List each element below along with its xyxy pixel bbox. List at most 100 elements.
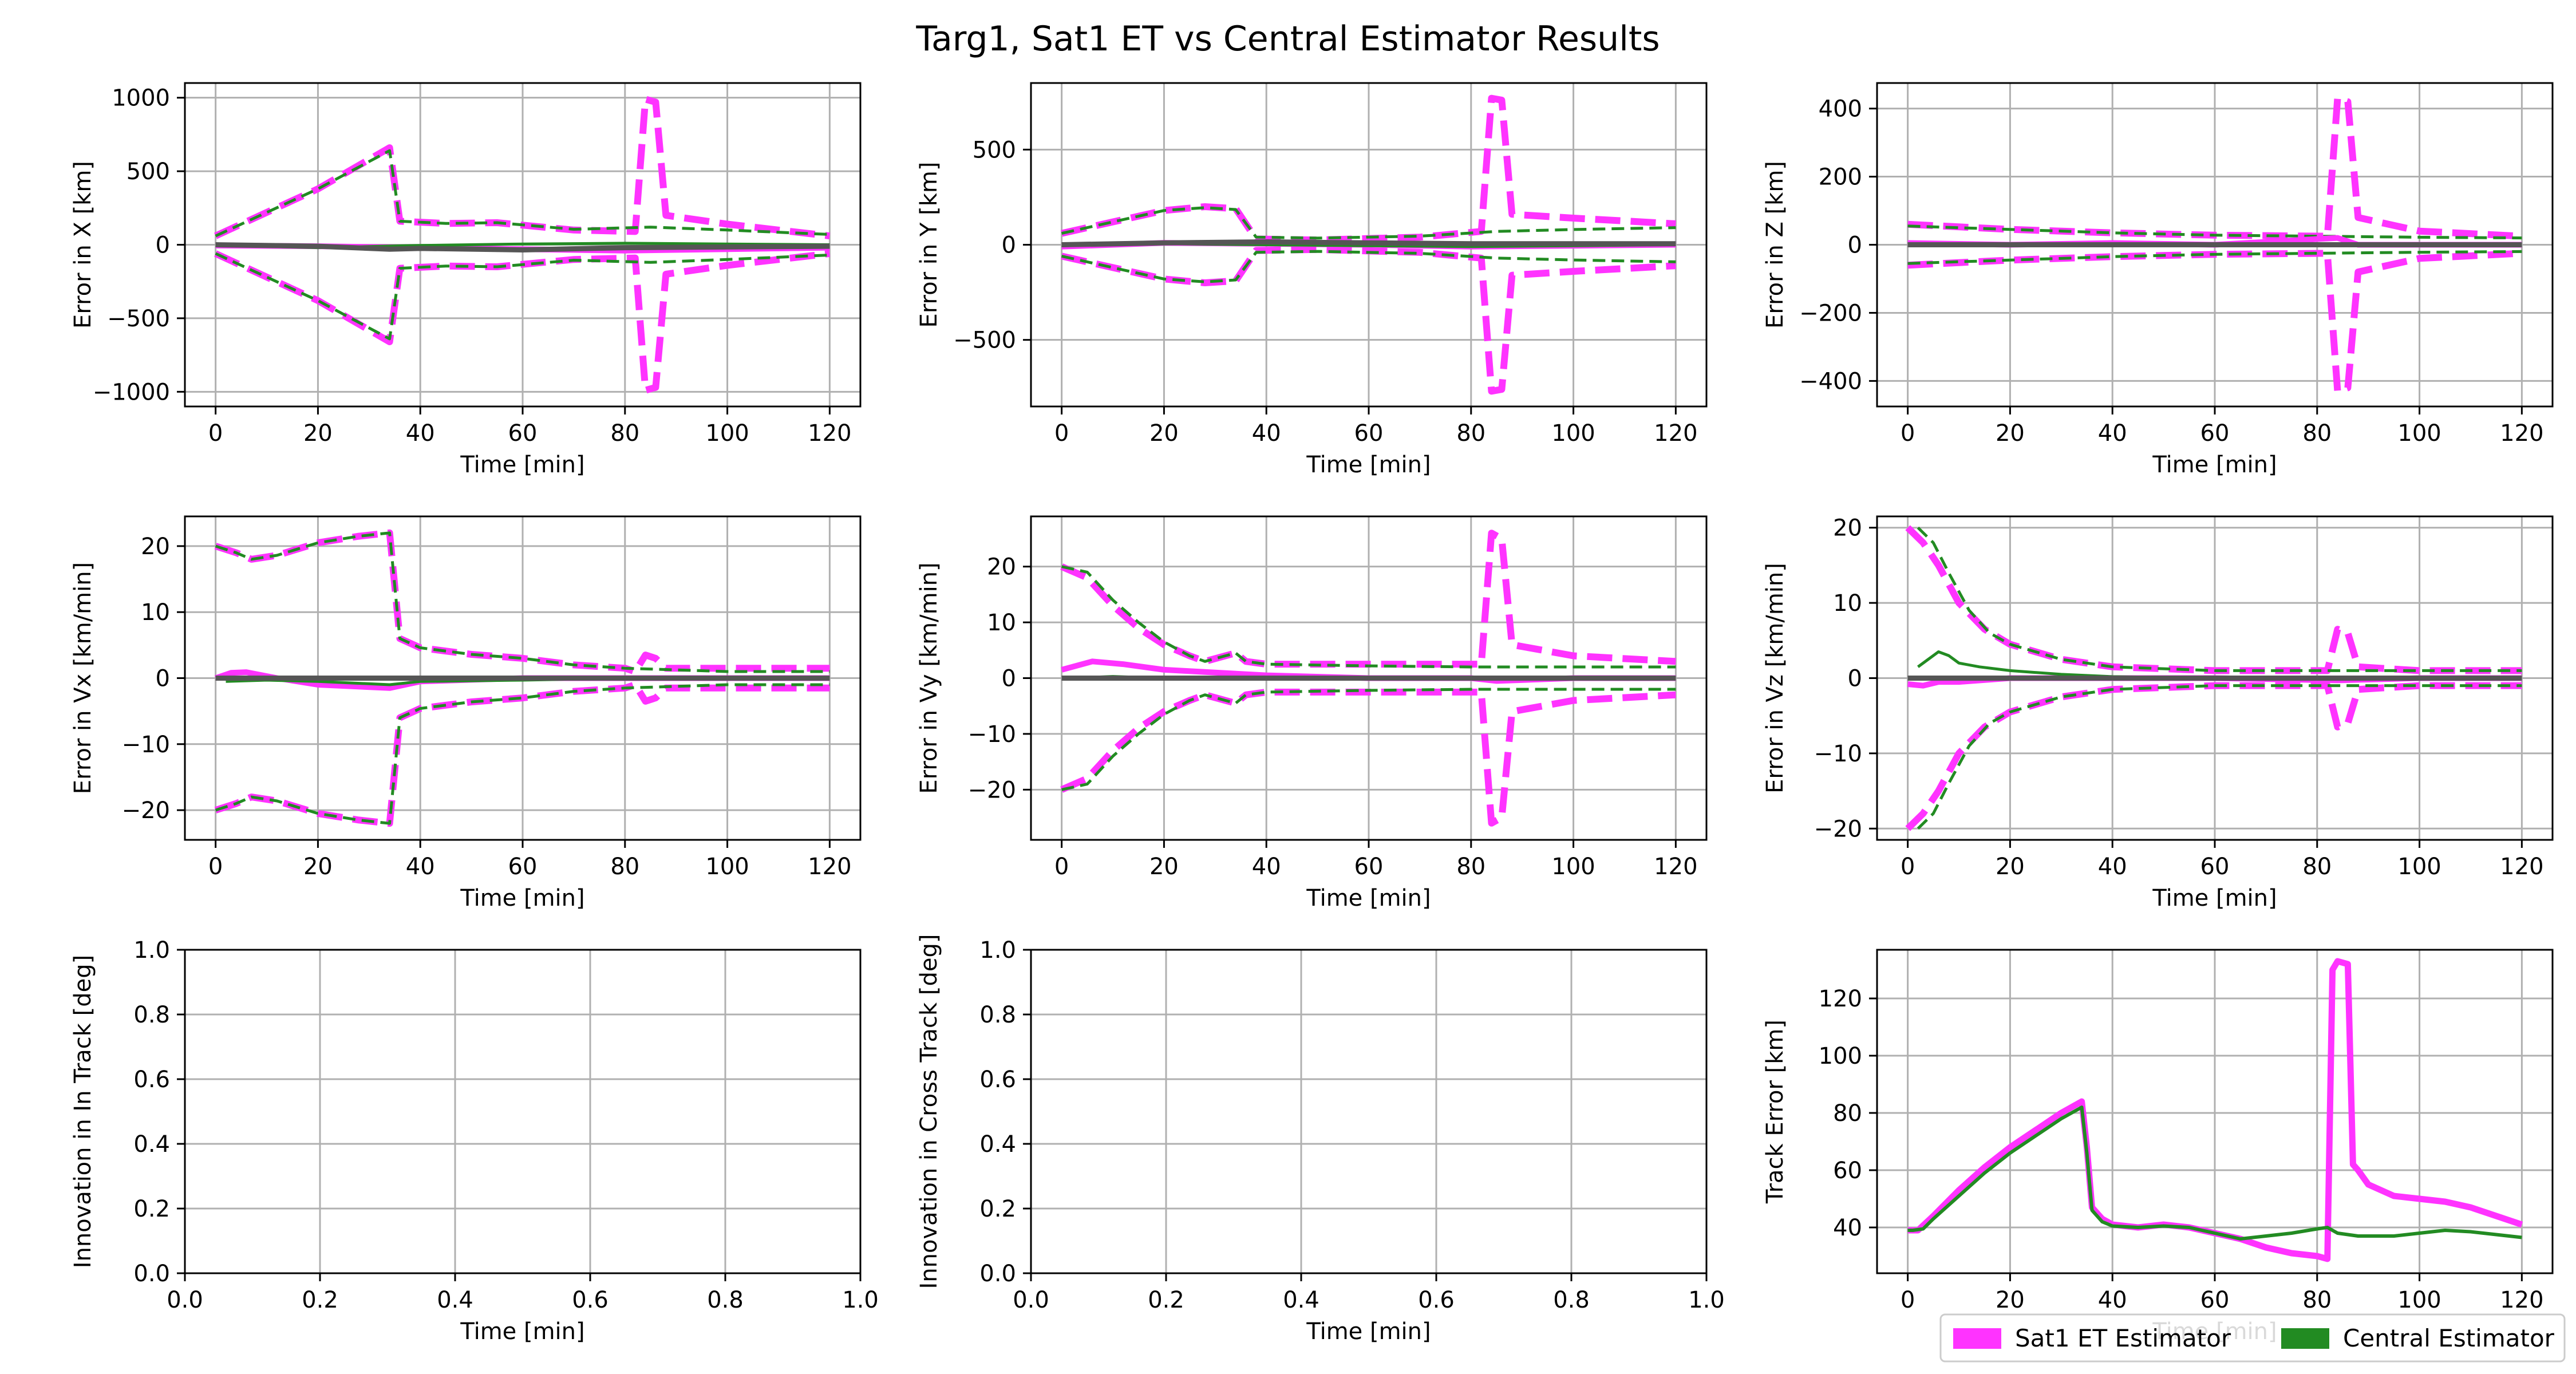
series-group — [1060, 530, 1676, 827]
y-tick-label: 1000 — [112, 85, 170, 112]
series-line-central-bound — [215, 252, 830, 341]
x-tick-label: 80 — [610, 854, 639, 880]
series-line-central-bound — [1907, 224, 2522, 240]
y-tick-label: 0.8 — [133, 1002, 170, 1028]
y-tick-label: 60 — [1833, 1158, 1862, 1184]
x-tick-label: 0 — [1901, 854, 1915, 880]
y-tick-label: 0.0 — [979, 1261, 1016, 1287]
x-tick-label: 100 — [705, 420, 749, 447]
y-tick-label: 0 — [1848, 232, 1862, 259]
x-tick-label: 60 — [2200, 854, 2230, 880]
legend-label-et: Sat1 ET Estimator — [2015, 1324, 2231, 1352]
y-tick-label: −10 — [122, 732, 170, 758]
x-tick-label: 0.8 — [707, 1287, 744, 1313]
y-tick-label: 0 — [1002, 666, 1016, 692]
x-tick-label: 120 — [1654, 420, 1697, 447]
y-tick-label: −500 — [107, 306, 170, 332]
x-tick-label: 0 — [208, 854, 223, 880]
series-line-et-bound — [1060, 530, 1676, 668]
y-tick-label: −20 — [1814, 816, 1862, 842]
legend-frame — [1939, 1313, 2566, 1363]
x-tick-label: 100 — [705, 854, 749, 880]
x-tick-label: 60 — [2200, 420, 2230, 447]
y-tick-label: −10 — [968, 721, 1016, 748]
x-tick-label: 1.0 — [842, 1287, 879, 1313]
x-tick-label: 40 — [406, 854, 435, 880]
x-tick-label: 0.6 — [572, 1287, 609, 1313]
y-axis-label: Error in Z [km] — [1762, 161, 1788, 329]
y-axis-label: Error in X [km] — [70, 161, 96, 329]
y-tick-label: −20 — [122, 797, 170, 824]
figure-title: Targ1, Sat1 ET vs Central Estimator Resu… — [915, 19, 1660, 59]
y-tick-label: 1.0 — [979, 937, 1016, 964]
y-tick-label: 20 — [141, 534, 170, 560]
y-tick-label: −400 — [1799, 368, 1862, 394]
x-tick-label: 100 — [2397, 420, 2441, 447]
x-axis-label: Time [min] — [460, 885, 584, 911]
y-tick-label: 0.2 — [979, 1196, 1016, 1222]
series-line-central-bound — [1061, 565, 1676, 669]
x-tick-label: 20 — [1996, 420, 2025, 447]
x-tick-label: 60 — [508, 854, 538, 880]
y-axis-label: Innovation in In Track [deg] — [70, 955, 96, 1269]
x-tick-label: 80 — [2302, 420, 2332, 447]
subplot-3: 0 20 40 60 80 100 120 −400 −200 0 200 400 Time [min]… — [1762, 82, 2554, 478]
x-tick-label: 120 — [2500, 854, 2543, 880]
series-group — [214, 529, 830, 827]
x-tick-label: 100 — [2397, 1287, 2441, 1313]
x-tick-label: 80 — [2302, 1287, 2332, 1313]
series-line-truth — [1061, 239, 1676, 247]
x-tick-label: 0 — [1901, 1287, 1915, 1313]
x-tick-label: 20 — [1996, 1287, 2025, 1313]
legend: Sat1 ET Estimator Central Estimator — [1939, 1313, 2566, 1363]
y-tick-label: −20 — [968, 777, 1016, 803]
y-tick-label: 0 — [156, 232, 170, 259]
x-tick-label: 20 — [303, 854, 333, 880]
x-tick-label: 120 — [2500, 1287, 2543, 1313]
x-tick-label: 100 — [1551, 420, 1595, 447]
axes-frame — [1030, 949, 1708, 1274]
x-axis-label: Time [min] — [1306, 885, 1431, 911]
y-axis-label: Track Error [km] — [1762, 1020, 1788, 1204]
y-axis-label: Error in Vx [km/min] — [70, 562, 96, 794]
y-tick-label: 0 — [1848, 666, 1862, 692]
series-line-central-bound — [1907, 250, 2522, 265]
y-tick-label: 0.4 — [133, 1131, 170, 1158]
x-axis-label: Time [min] — [2152, 885, 2277, 911]
series-line-central-bound — [1917, 684, 2522, 830]
x-tick-label: 0 — [1054, 854, 1069, 880]
series-line-central-bound — [1917, 526, 2522, 672]
x-tick-label: 80 — [1456, 854, 1485, 880]
legend-swatch-et — [1953, 1328, 2001, 1349]
axes-frame — [184, 949, 862, 1274]
y-tick-label: 500 — [127, 159, 170, 185]
y-tick-label: −200 — [1799, 300, 1862, 326]
series-line-central-track — [1907, 1105, 2522, 1241]
y-tick-label: 0.2 — [133, 1196, 170, 1222]
x-tick-label: 20 — [1149, 854, 1179, 880]
y-axis-label: Error in Vz [km/min] — [1762, 563, 1788, 793]
subplot-4: 0 20 40 60 80 100 120 −20 −10 0 10 20 Time [min] Erro… — [70, 515, 862, 911]
x-tick-label: 120 — [1654, 854, 1697, 880]
x-tick-label: 40 — [2098, 420, 2127, 447]
y-tick-label: 20 — [987, 554, 1016, 581]
x-axis-label: Time [min] — [1306, 452, 1431, 478]
legend-swatch-central — [2281, 1328, 2329, 1349]
x-tick-label: 0.0 — [167, 1287, 203, 1313]
x-tick-label: 0 — [1054, 420, 1069, 447]
legend-label-central: Central Estimator — [2343, 1324, 2555, 1352]
x-tick-label: 60 — [1354, 420, 1384, 447]
series-line-central-bound — [1061, 250, 1676, 283]
x-tick-label: 20 — [303, 420, 333, 447]
x-tick-label: 120 — [2500, 420, 2543, 447]
x-tick-label: 80 — [2302, 854, 2332, 880]
x-tick-label: 80 — [610, 420, 639, 447]
x-axis-label: Time [min] — [2152, 452, 2277, 478]
y-tick-label: 10 — [1833, 590, 1862, 617]
x-tick-label: 40 — [2098, 854, 2127, 880]
y-tick-label: 0.6 — [979, 1067, 1016, 1093]
y-axis-label: Innovation in Cross Track [deg] — [916, 934, 942, 1289]
subplot-8: 0.0 0.2 0.4 0.6 0.8 1.0 0.0 0.2 0.4 0.6 0.8 1.0 Time… — [916, 934, 1725, 1345]
subplot-6: 0 20 40 60 80 100 120 −20 −10 0 10 20 Time [min] Erro… — [1762, 515, 2554, 911]
